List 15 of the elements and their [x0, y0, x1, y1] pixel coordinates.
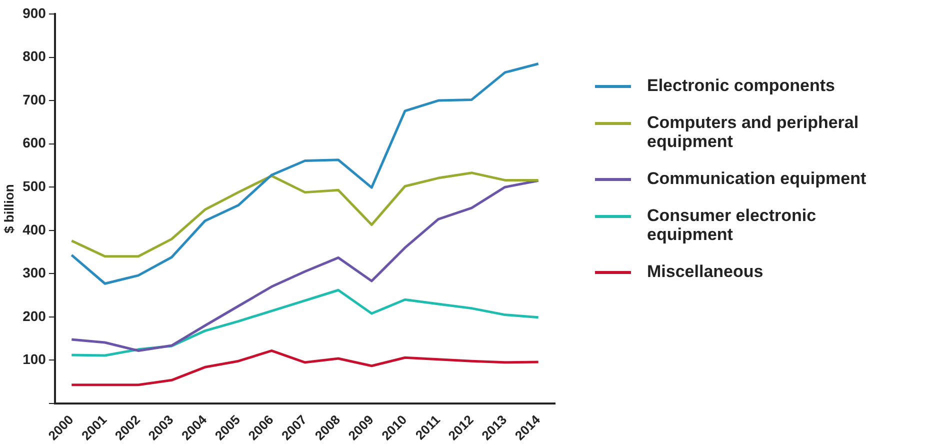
y-tick-label: 300: [22, 264, 46, 281]
legend-label: Communication equipment: [647, 169, 868, 188]
legend-label: Miscellaneous: [647, 262, 764, 281]
y-axis-title: $ billion: [1, 184, 16, 234]
y-tick-label: 200: [22, 308, 46, 324]
y-tick-label: 100: [22, 351, 46, 368]
legend-label: Computers and peripheral equipment: [647, 113, 860, 151]
y-tick-label: 900: [22, 4, 46, 21]
legend-label: Consumer electronic equipment: [647, 206, 818, 244]
y-tick-label: 400: [22, 221, 46, 238]
y-tick-label: 700: [22, 91, 46, 108]
y-tick-label: 500: [22, 178, 46, 194]
y-tick-label: 600: [22, 134, 46, 151]
legend-label: Electronic components: [647, 76, 836, 95]
y-tick-label: 800: [22, 48, 46, 64]
